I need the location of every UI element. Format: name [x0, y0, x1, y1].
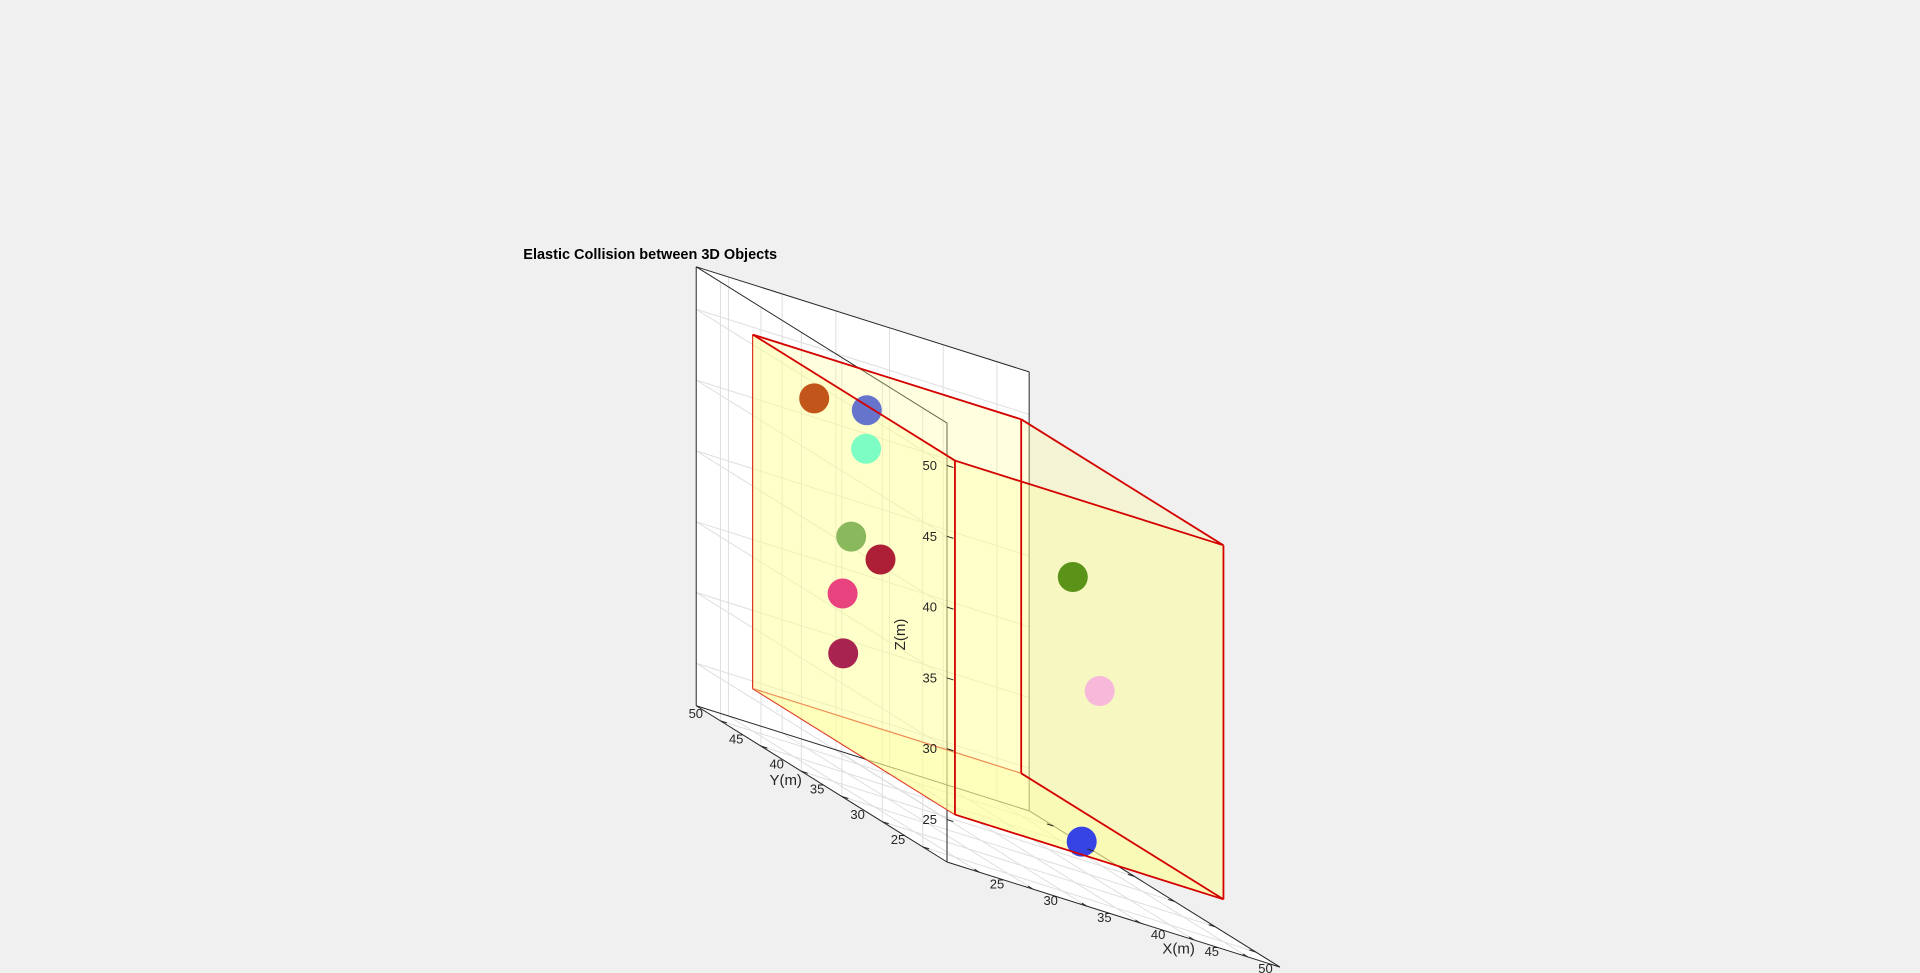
sphere-object [827, 578, 858, 609]
box-edge-front [954, 459, 1224, 547]
grid-line-y-floor [882, 821, 1216, 928]
grid-line-x-floor [728, 715, 980, 873]
z-tick-mark [946, 465, 954, 469]
grid-line-y-floor [922, 846, 1256, 953]
y-tick-mark [801, 770, 808, 774]
axes-frame-edge [695, 705, 948, 863]
z-tick-mark [946, 748, 954, 752]
y-tick-label: 35 [810, 782, 824, 797]
y-tick-label: 25 [891, 832, 905, 847]
sphere-objects [799, 383, 1115, 857]
sphere-object [851, 433, 882, 464]
y-tick-mark [1046, 823, 1054, 827]
x-tick-label: 35 [1097, 910, 1111, 925]
sphere-object [1066, 826, 1097, 857]
sphere-object [851, 395, 882, 426]
x-tick-mark [1027, 885, 1034, 890]
x-tick-label: 30 [1043, 893, 1057, 908]
grid-line-z-left [695, 450, 948, 608]
box-edge-front [954, 813, 1224, 901]
sphere-object [1084, 676, 1115, 706]
y-tick-label: 40 [769, 757, 783, 772]
x-tick-label: 45 [1205, 944, 1219, 959]
x-tick-mark [1081, 902, 1087, 907]
grid-line-z-left [695, 521, 948, 679]
x-tick-mark [1188, 936, 1195, 941]
y-tick-mark [1168, 899, 1175, 903]
sphere-object [828, 638, 859, 669]
z-tick-label: 35 [923, 670, 937, 685]
z-tick-label: 50 [923, 458, 937, 473]
grid-line-z-right [696, 450, 1030, 557]
x-tick-label: 50 [1258, 961, 1272, 973]
x-tick-label: 25 [990, 876, 1004, 891]
axes-frame-edge [696, 266, 1030, 373]
y-tick-label: 30 [850, 807, 864, 822]
z-tick-mark [946, 535, 954, 539]
box-edge-front [752, 333, 956, 462]
chart-title: Elastic Collision between 3D Objects [523, 247, 777, 263]
x-tick-mark [1242, 953, 1248, 958]
box-edge-front [1020, 418, 1224, 547]
z-tick-label: 45 [923, 529, 937, 544]
x-tick-label: 40 [1151, 927, 1165, 942]
grid-line-z-right [696, 379, 1030, 486]
axes-frame [695, 266, 1281, 968]
grid-line-z-right [696, 662, 1030, 769]
y-tick-label: 45 [729, 731, 743, 746]
z-tick-label: 30 [923, 741, 937, 756]
grid-line-z-right [696, 592, 1030, 699]
grid-line-z-left [695, 592, 948, 750]
tick-marks [720, 465, 1256, 958]
grid-line-z-right [696, 521, 1030, 628]
y-tick-mark [841, 796, 849, 799]
y-tick-mark [1249, 949, 1256, 953]
box-face-front-right [1021, 419, 1224, 900]
box-edge-front [752, 333, 1022, 421]
y-tick-mark [760, 745, 768, 749]
box-edge-front [1020, 772, 1224, 901]
z-axis-label: Z(m) [892, 619, 909, 651]
z-tick-label: 40 [923, 600, 937, 615]
z-tick-mark [946, 677, 954, 681]
container-box-front-edges [752, 333, 1225, 901]
sphere-object [1057, 562, 1088, 592]
y-tick-mark [1087, 848, 1095, 852]
grid-line-z-left [695, 662, 948, 820]
axes-frame-edge [695, 266, 948, 424]
z-tick-mark [946, 606, 954, 610]
z-tick-mark [946, 819, 954, 823]
grid-line-y-floor [801, 770, 1135, 877]
grid-line-z-left [695, 379, 948, 537]
container-box-faces [752, 334, 1224, 900]
y-axis-label: Y(m) [769, 772, 802, 789]
y-tick-mark [1127, 873, 1135, 877]
y-tick-mark [1208, 924, 1216, 928]
x-tick-mark [974, 868, 980, 873]
grid-line-y-floor [841, 796, 1175, 903]
z-tick-label: 25 [923, 812, 937, 827]
sphere-object [865, 544, 896, 575]
x-axis-label: X(m) [1162, 941, 1195, 958]
y-tick-mark [922, 846, 930, 850]
y-tick-mark [720, 720, 728, 724]
box-face-bottom [752, 688, 1224, 900]
box-face-back-left [752, 334, 955, 815]
x-tick-mark [1135, 919, 1141, 924]
y-tick-label: 50 [689, 706, 703, 721]
sphere-object [799, 383, 830, 414]
grid-line-x-floor [781, 732, 1034, 890]
axes-frame-edge [946, 861, 1281, 968]
grid-line-z-right [696, 308, 1030, 415]
y-tick-mark [882, 821, 889, 825]
sphere-object [836, 521, 867, 552]
tick-labels: 25 30 35 40 45 50 25 30 35 40 45 50 25 30 35 40 45 50 [689, 458, 1273, 973]
